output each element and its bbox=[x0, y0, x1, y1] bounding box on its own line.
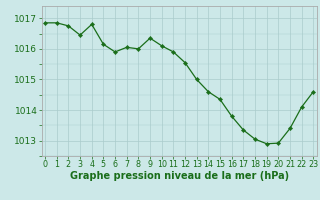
X-axis label: Graphe pression niveau de la mer (hPa): Graphe pression niveau de la mer (hPa) bbox=[70, 171, 289, 181]
